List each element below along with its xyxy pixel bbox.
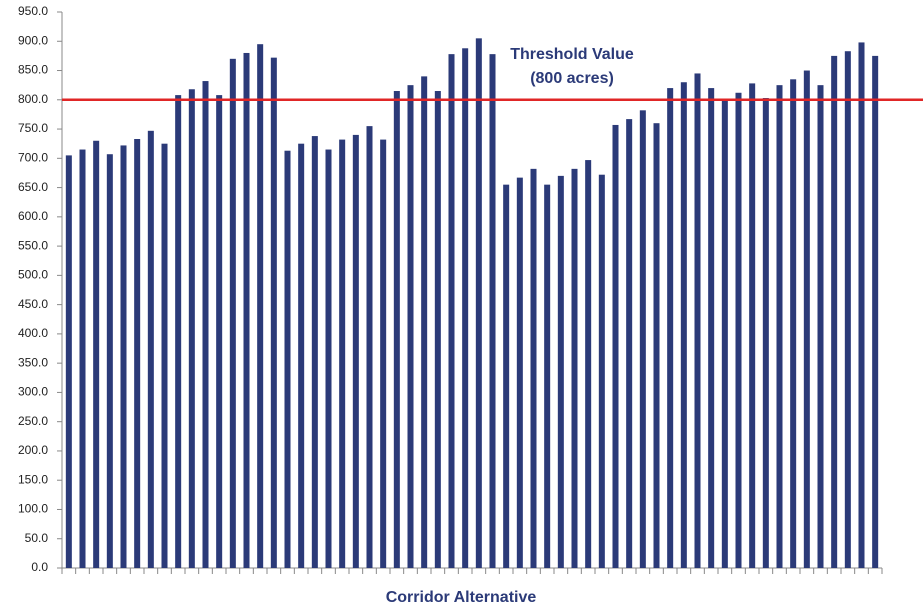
bar xyxy=(721,99,728,568)
bar xyxy=(735,92,742,568)
bar xyxy=(530,168,537,568)
bar xyxy=(120,145,127,568)
bar xyxy=(134,139,141,568)
bar xyxy=(585,160,592,568)
bar xyxy=(147,130,154,569)
bar xyxy=(475,38,482,568)
bar xyxy=(434,91,441,568)
bar xyxy=(448,54,455,569)
bar xyxy=(325,149,332,568)
bar xyxy=(516,177,523,569)
y-tick-label: 50.0 xyxy=(25,531,49,545)
bar xyxy=(298,143,305,568)
bar xyxy=(93,140,100,569)
bar xyxy=(749,83,756,569)
bar xyxy=(790,79,797,568)
bar xyxy=(639,110,646,568)
y-tick-label: 300.0 xyxy=(18,385,48,399)
bar xyxy=(831,55,838,569)
bar xyxy=(188,89,195,569)
bar xyxy=(366,126,373,568)
bar xyxy=(393,91,400,568)
y-tick-label: 400.0 xyxy=(18,326,48,340)
bar xyxy=(489,54,496,569)
y-tick-label: 450.0 xyxy=(18,297,48,311)
bar xyxy=(284,150,291,568)
y-tick-label: 600.0 xyxy=(18,209,48,223)
threshold-label: Threshold Value xyxy=(510,46,634,63)
bar xyxy=(202,81,209,569)
bar xyxy=(762,98,769,568)
y-tick-label: 950.0 xyxy=(18,4,48,18)
y-tick-label: 500.0 xyxy=(18,268,48,282)
bar xyxy=(680,82,687,569)
y-tick-label: 200.0 xyxy=(18,443,48,457)
bar xyxy=(79,149,86,568)
bar xyxy=(462,48,469,568)
y-tick-label: 150.0 xyxy=(18,472,48,486)
y-tick-label: 100.0 xyxy=(18,502,48,516)
bar xyxy=(667,88,674,568)
y-tick-label: 900.0 xyxy=(18,33,48,47)
bar xyxy=(65,155,72,569)
bar xyxy=(557,175,564,568)
bar xyxy=(571,168,578,568)
x-axis-label: Corridor Alternative xyxy=(386,589,537,606)
y-tick-label: 750.0 xyxy=(18,121,48,135)
bar xyxy=(653,123,660,568)
bar xyxy=(421,76,428,569)
y-tick-label: 0.0 xyxy=(31,560,48,574)
bar xyxy=(175,95,182,569)
bar xyxy=(776,85,783,568)
bar xyxy=(598,174,605,568)
bar xyxy=(161,143,168,568)
y-tick-label: 700.0 xyxy=(18,150,48,164)
bar xyxy=(352,134,359,568)
bar xyxy=(626,119,633,569)
bar xyxy=(612,124,619,569)
bar xyxy=(544,184,551,568)
bar xyxy=(708,88,715,568)
bar xyxy=(229,58,236,569)
bar xyxy=(380,139,387,568)
y-tick-label: 800.0 xyxy=(18,92,48,106)
threshold-sublabel: (800 acres) xyxy=(530,70,614,87)
bar xyxy=(694,73,701,568)
bar xyxy=(270,57,277,569)
bar xyxy=(243,52,250,568)
bar xyxy=(216,95,223,569)
bar xyxy=(106,154,113,569)
bar xyxy=(339,139,346,568)
y-tick-label: 650.0 xyxy=(18,180,48,194)
bar xyxy=(503,184,510,568)
bar xyxy=(311,136,318,568)
bar xyxy=(817,85,824,568)
y-tick-label: 350.0 xyxy=(18,355,48,369)
y-tick-label: 250.0 xyxy=(18,414,48,428)
bar xyxy=(858,42,865,568)
bar xyxy=(844,51,851,568)
bar xyxy=(803,70,810,569)
y-tick-label: 850.0 xyxy=(18,63,48,77)
bar xyxy=(872,55,879,569)
y-tick-label: 550.0 xyxy=(18,238,48,252)
bar xyxy=(257,44,264,569)
bar xyxy=(407,85,414,568)
